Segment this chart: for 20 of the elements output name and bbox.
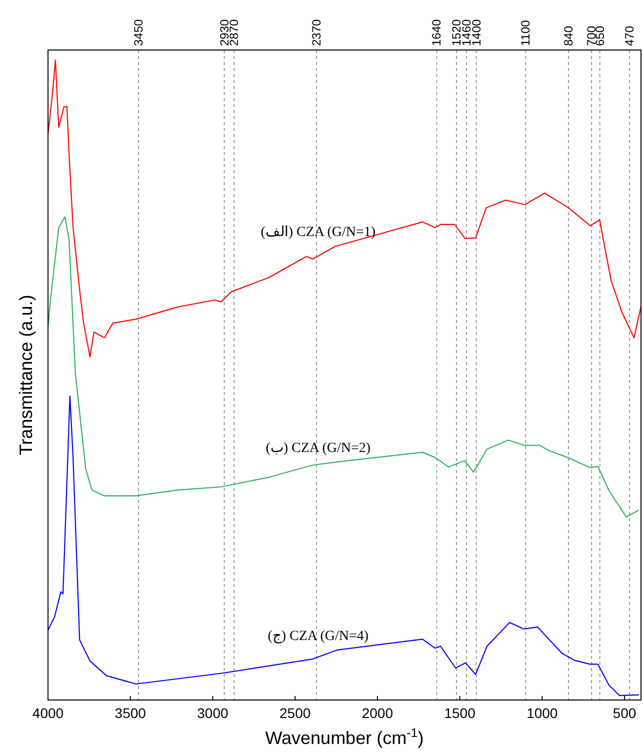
- ref-line-label: 1640: [430, 18, 444, 46]
- series-label: (ب) CZA (G/N=2): [266, 440, 371, 456]
- ref-line-label: 2870: [227, 18, 242, 46]
- ref-line-label: 1100: [518, 20, 533, 46]
- ref-line-label: 470: [622, 26, 636, 46]
- series-label: (ج) CZA (G/N=4): [268, 629, 369, 644]
- x-tick-label: 2000: [362, 705, 394, 721]
- x-tick-label: 1500: [444, 705, 476, 721]
- ref-line-label: 3450: [132, 18, 146, 46]
- y-axis-title: Transmittance (a.u.): [16, 294, 36, 456]
- x-tick-label: 500: [612, 705, 636, 721]
- x-tick-label: 3000: [197, 705, 229, 721]
- x-tick-label: 1000: [526, 705, 558, 721]
- x-tick-label: 2500: [280, 705, 311, 721]
- x-tick-label: 4000: [32, 705, 64, 721]
- x-axis-title: Wavenumber (cm$^{-1}$): [265, 726, 424, 748]
- series-label: (الف) CZA (G/N=1): [260, 225, 376, 240]
- x-tick-label: 3500: [114, 705, 146, 721]
- ref-line-label: 2370: [309, 18, 324, 46]
- ref-line-label: 840: [562, 26, 576, 46]
